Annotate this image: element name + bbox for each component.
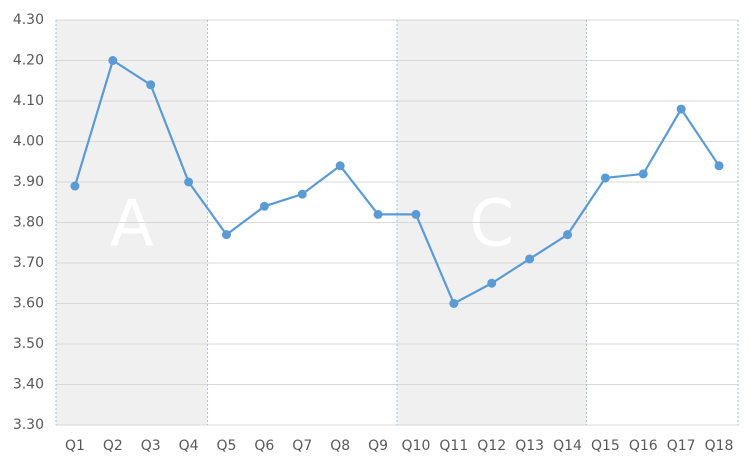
y-tick-label: 3.30 [13,417,44,433]
y-tick-label: 4.00 [13,134,44,150]
data-point [297,189,307,199]
x-tick-label: Q14 [553,438,582,454]
x-tick-label: Q8 [330,438,350,454]
data-point [525,254,535,264]
x-tick-label: Q6 [254,438,274,454]
region-label: C [469,188,514,262]
data-point [335,161,345,171]
x-tick-label: Q18 [705,438,734,454]
y-tick-label: 4.10 [13,93,44,109]
x-tick-label: Q16 [629,438,658,454]
x-tick-label: Q15 [591,438,620,454]
region-label: D [638,188,687,262]
data-point [70,181,80,191]
data-point [146,80,156,90]
data-point [411,209,421,219]
data-point [222,230,231,240]
data-point [638,169,648,179]
x-tick-label: Q4 [179,438,199,454]
data-point [373,209,383,219]
y-tick-label: 3.60 [13,296,44,312]
x-tick-label: Q3 [141,438,161,454]
data-point [600,173,610,183]
x-tick-label: Q13 [515,438,544,454]
y-tick-label: 3.80 [13,215,44,231]
data-point [108,56,118,65]
x-tick-label: Q2 [103,438,123,454]
x-tick-label: Q1 [65,438,85,454]
y-tick-label: 4.30 [13,12,44,28]
x-tick-label: Q17 [667,438,696,454]
data-point [487,278,497,288]
y-tick-label: 3.90 [13,174,44,190]
y-tick-label: 3.40 [13,377,44,393]
x-tick-label: Q10 [402,438,431,454]
x-tick-label: Q11 [439,438,468,454]
data-point [184,177,194,187]
data-point [714,161,724,171]
x-tick-label: Q5 [217,438,237,454]
data-point [449,299,459,308]
series-line [73,58,720,306]
region-label: A [110,188,154,262]
data-point [563,230,572,240]
y-tick-label: 3.50 [13,336,44,352]
y-tick-label: 3.70 [13,255,44,271]
y-tick-label: 4.20 [13,53,44,69]
data-point [676,104,686,114]
x-tick-label: Q7 [292,438,312,454]
x-tick-label: Q9 [368,438,388,454]
data-point [259,201,269,211]
x-tick-label: Q12 [477,438,506,454]
